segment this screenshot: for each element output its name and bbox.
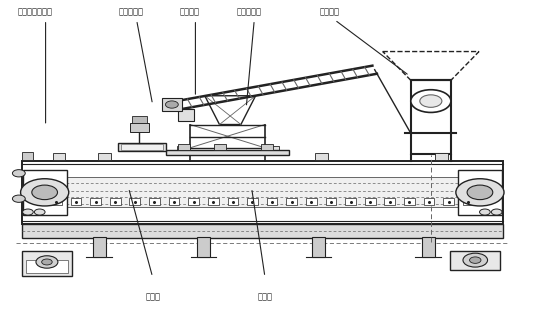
Bar [26,260,68,273]
Bar [118,143,166,151]
Bar [435,153,448,160]
Text: 称重给煤机本体: 称重给煤机本体 [17,8,52,17]
Text: 电动闸板阀: 电动闸板阀 [118,8,144,17]
Bar [424,198,435,205]
Bar [121,144,163,150]
Bar [90,198,101,205]
Bar [449,251,500,269]
Circle shape [411,90,451,112]
Bar [110,198,121,205]
Circle shape [491,209,502,215]
Bar [178,109,194,121]
Bar [98,153,111,160]
Bar [411,80,451,154]
Circle shape [21,179,69,206]
Bar [21,152,33,160]
Circle shape [470,257,481,263]
Bar [70,198,81,205]
Bar [22,170,67,215]
Circle shape [479,209,490,215]
Bar [214,144,226,150]
Bar [177,146,188,152]
Circle shape [456,179,504,206]
Bar [247,198,258,205]
Bar [268,146,280,152]
Circle shape [22,209,33,215]
Bar [422,237,435,257]
Bar [178,144,189,150]
Bar [129,198,140,205]
Bar [21,251,72,276]
Circle shape [13,170,25,177]
Bar [286,198,297,205]
Bar [93,237,105,257]
Bar [463,198,473,205]
Circle shape [13,195,25,202]
Bar [306,198,317,205]
Bar [404,198,415,205]
Bar [261,144,273,150]
Bar [345,198,356,205]
Bar [365,198,376,205]
Circle shape [32,185,57,200]
Bar [208,198,218,205]
Bar [325,198,336,205]
Bar [149,198,160,205]
Circle shape [165,101,179,108]
Text: 螺旋输送机: 螺旋输送机 [236,8,262,17]
Circle shape [34,209,45,215]
Bar [130,123,149,132]
Bar [267,198,277,205]
Bar [166,150,289,155]
Bar [312,237,325,257]
Bar [162,99,182,111]
Bar [458,170,502,215]
Bar [384,198,395,205]
Circle shape [420,95,442,107]
Bar [169,198,179,205]
Bar [443,198,454,205]
Circle shape [36,256,58,268]
Text: 称重料斗: 称重料斗 [180,8,200,17]
Text: 毛重秤: 毛重秤 [258,292,272,301]
Bar [228,198,238,205]
Text: 计量秤: 计量秤 [145,292,160,301]
Bar [21,224,503,238]
Bar [188,198,199,205]
Text: 用户料仓: 用户料仓 [319,8,339,17]
Bar [21,161,503,224]
Bar [29,177,495,208]
Circle shape [463,253,488,267]
Bar [52,153,66,160]
Polygon shape [205,96,256,125]
Circle shape [41,259,52,265]
Circle shape [467,185,493,200]
Bar [314,153,328,160]
Bar [51,198,62,205]
Bar [132,116,147,123]
Bar [197,237,210,257]
